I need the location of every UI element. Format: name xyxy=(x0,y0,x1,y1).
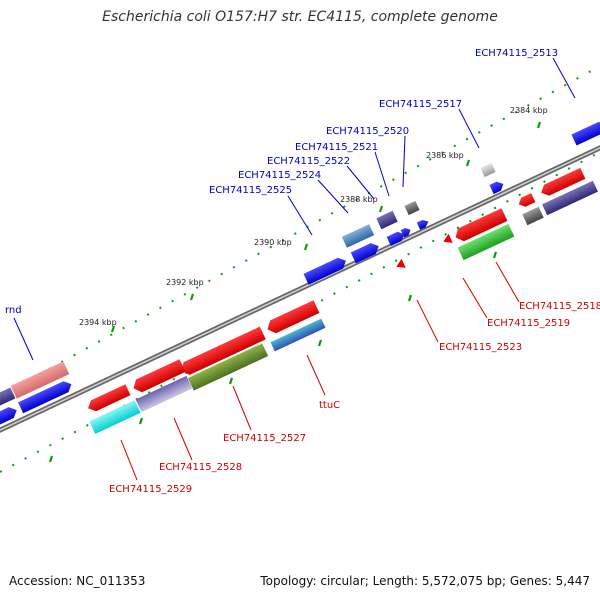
genome-backbone xyxy=(0,145,600,433)
gene-feature[interactable] xyxy=(89,400,141,434)
gene-feature[interactable] xyxy=(386,230,407,246)
gene-label[interactable]: ECH74115_2513 xyxy=(475,48,558,59)
gene-label[interactable]: ECH74115_2528 xyxy=(159,462,242,473)
gene-feature[interactable] xyxy=(416,218,430,230)
ruler-label: 2384 kbp xyxy=(510,106,548,115)
inner-callout-lines xyxy=(120,261,520,481)
gene-label[interactable]: ECH74115_2527 xyxy=(223,433,306,444)
gene-feature[interactable] xyxy=(303,255,349,285)
gene-feature[interactable] xyxy=(0,387,16,409)
gene-feature[interactable] xyxy=(404,200,420,216)
gene-feature[interactable] xyxy=(480,162,496,178)
gene-feature[interactable] xyxy=(517,193,536,209)
gene-feature[interactable] xyxy=(542,180,598,216)
gene-label[interactable]: rnd xyxy=(5,305,22,316)
gene-feature[interactable] xyxy=(270,318,326,352)
gene-feature[interactable] xyxy=(350,241,381,264)
gene-feature[interactable] xyxy=(0,405,19,428)
gene-feature[interactable] xyxy=(10,361,70,399)
gene-label[interactable]: ECH74115_2520 xyxy=(326,126,409,137)
map-title: Escherichia coli O157:H7 str. EC4115, co… xyxy=(102,9,498,25)
gene-feature[interactable] xyxy=(18,379,74,414)
gene-label[interactable]: ECH74115_2519 xyxy=(487,318,570,329)
reverse-strand-genes xyxy=(86,167,598,434)
gene-feature[interactable] xyxy=(341,224,375,248)
gene-feature[interactable] xyxy=(135,375,193,413)
gene-feature[interactable] xyxy=(441,233,453,246)
gene-feature[interactable] xyxy=(376,210,398,230)
ruler-label: 2386 kbp xyxy=(426,151,464,160)
gene-feature[interactable] xyxy=(571,119,600,146)
forward-strand-genes xyxy=(0,119,600,428)
ruler-label: 2390 kbp xyxy=(254,238,292,247)
gene-label[interactable]: ECH74115_2522 xyxy=(267,156,350,167)
genome-summary-text: Topology: circular; Length: 5,572,075 bp… xyxy=(260,574,590,588)
gene-feature[interactable] xyxy=(131,359,186,395)
gene-label[interactable]: ttuC xyxy=(319,400,340,411)
major-ticks xyxy=(48,121,542,463)
gene-feature[interactable] xyxy=(489,180,505,195)
gene-label[interactable]: ECH74115_2525 xyxy=(209,185,292,196)
gene-label[interactable]: ECH74115_2517 xyxy=(379,99,462,110)
gene-feature[interactable] xyxy=(539,167,586,198)
ruler-label: 2388 kbp xyxy=(340,195,378,204)
gene-feature[interactable] xyxy=(522,206,544,226)
gene-feature[interactable] xyxy=(453,208,508,244)
ruler-label: 2394 kbp xyxy=(79,318,117,327)
gene-feature[interactable] xyxy=(86,384,131,413)
gene-feature[interactable] xyxy=(457,223,515,261)
gene-feature[interactable] xyxy=(178,326,266,378)
gene-feature[interactable] xyxy=(265,300,320,336)
outer-callout-lines xyxy=(13,57,576,361)
accession-text: Accession: NC_011353 xyxy=(9,574,146,588)
gene-feature[interactable] xyxy=(394,258,406,271)
ruler-label: 2392 kbp xyxy=(166,278,204,287)
gene-label[interactable]: ECH74115_2523 xyxy=(439,342,522,353)
gene-label[interactable]: ECH74115_2524 xyxy=(238,170,321,181)
gene-feature[interactable] xyxy=(187,343,269,391)
gene-label[interactable]: ECH74115_2518 xyxy=(519,301,600,312)
gene-label[interactable]: ECH74115_2529 xyxy=(109,484,192,495)
gene-label[interactable]: ECH74115_2521 xyxy=(295,142,378,153)
